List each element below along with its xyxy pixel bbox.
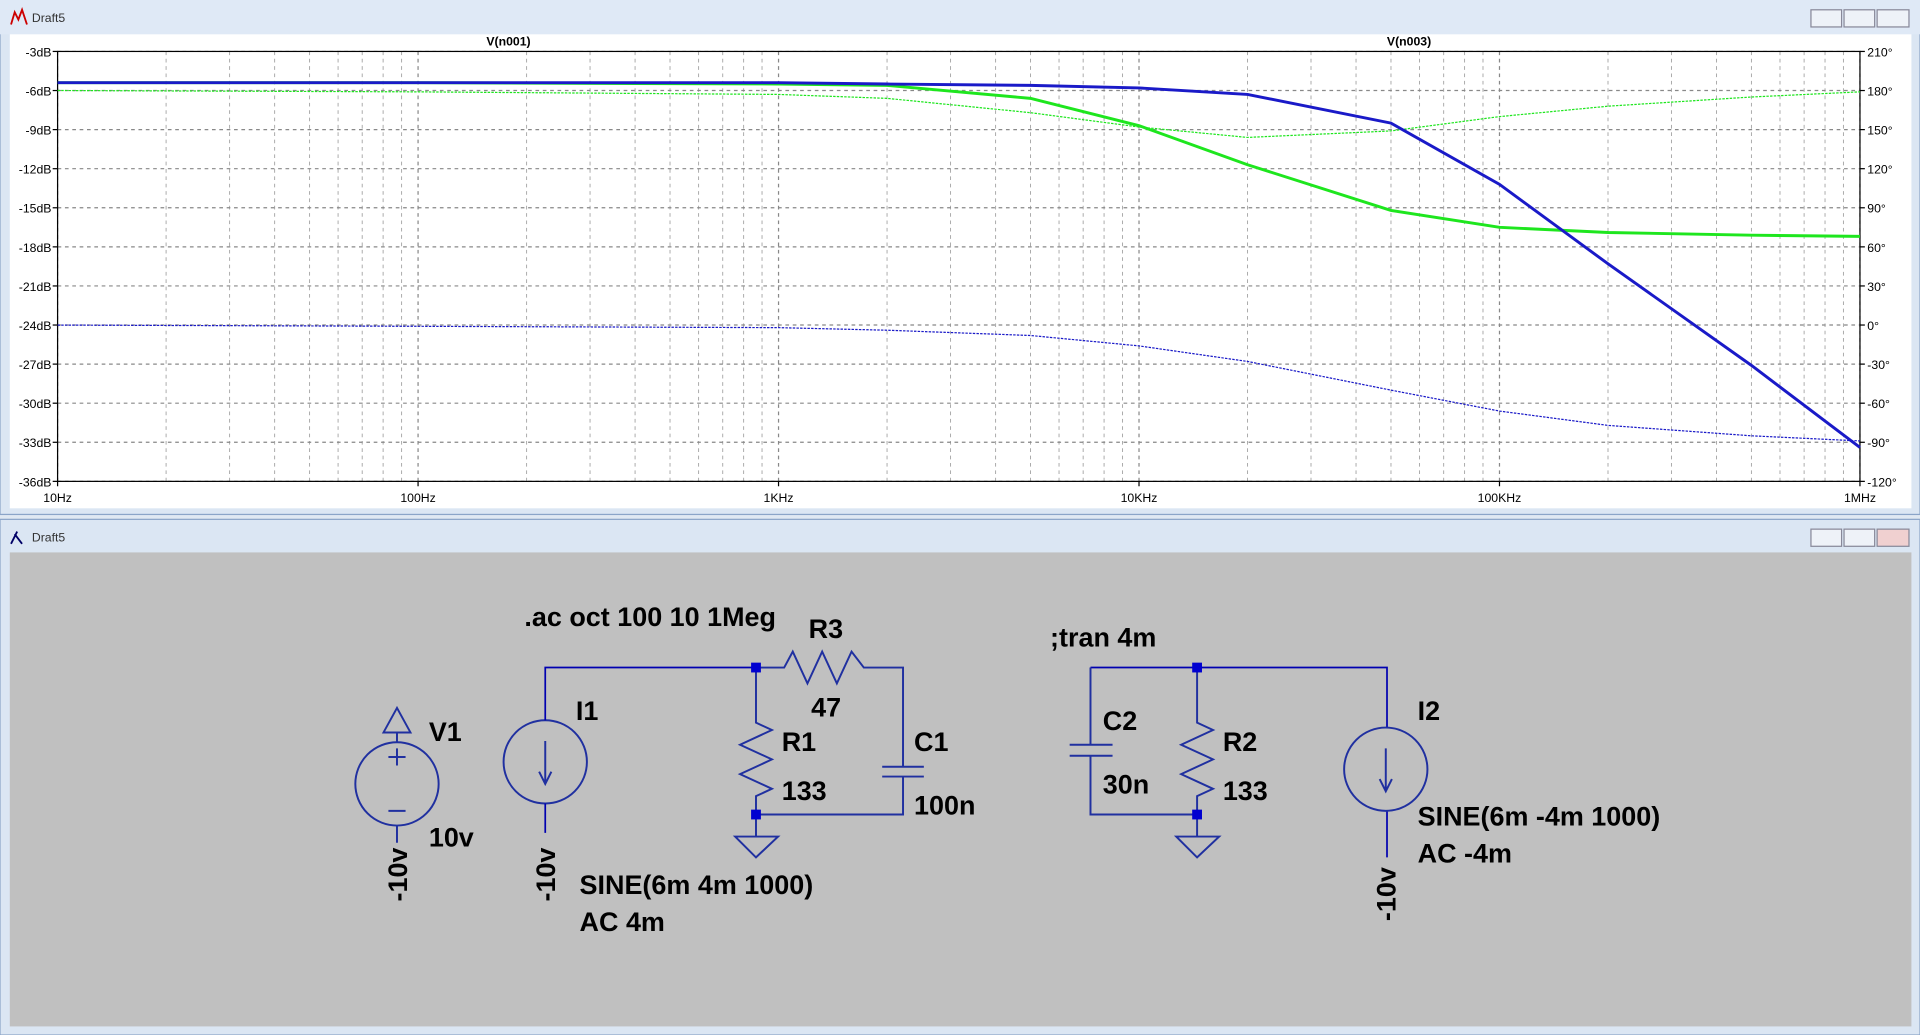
- part-value: SINE(6m 4m 1000): [580, 870, 814, 900]
- current-source: [1343, 726, 1429, 812]
- x-tick-label: 10Hz: [43, 491, 72, 505]
- x-tick-label: 100KHz: [1478, 491, 1522, 505]
- y2-tick-label: -60°: [1867, 397, 1890, 411]
- maximize-button[interactable]: [1843, 528, 1876, 547]
- y2-tick-label: 30°: [1867, 280, 1886, 294]
- net-label: -10v: [383, 848, 413, 902]
- y2-tick-label: -90°: [1867, 436, 1890, 450]
- part-ac: AC -4m: [1418, 838, 1512, 868]
- part-ac: AC 4m: [580, 907, 665, 937]
- part-name: C2: [1103, 706, 1137, 736]
- part-name: I2: [1418, 696, 1440, 726]
- minimize-button[interactable]: [1810, 528, 1843, 547]
- net-label: -10v: [531, 848, 561, 902]
- y-tick-label: -9dB: [26, 124, 52, 138]
- node: [751, 809, 761, 820]
- y2-tick-label: 60°: [1867, 241, 1886, 255]
- node: [1192, 809, 1202, 820]
- directive: ;tran 4m: [1050, 623, 1156, 653]
- phase-line: [57, 89, 1860, 139]
- c2: [1069, 667, 1198, 816]
- maximize-button[interactable]: [1843, 9, 1876, 28]
- schematic: .ac oct 100 10 1Meg ;tran 4m V1 10v -10v…: [354, 602, 1661, 937]
- legend-label: V(n003): [1387, 34, 1431, 48]
- y-tick-label: -33dB: [19, 436, 52, 450]
- part-value: 10v: [429, 822, 474, 852]
- y2-tick-label: 180°: [1867, 84, 1892, 98]
- y2-tick-label: -30°: [1867, 358, 1890, 372]
- plot-frame: [56, 50, 1861, 482]
- y-tick-label: -30dB: [19, 397, 52, 411]
- flag: [381, 705, 413, 743]
- close-button[interactable]: [1876, 528, 1910, 547]
- part-name: R2: [1223, 727, 1257, 757]
- y2-tick-label: 210°: [1867, 45, 1892, 59]
- part-value: SINE(6m -4m 1000): [1418, 802, 1661, 832]
- app-icon: [10, 7, 28, 25]
- net-label: -10v: [1372, 867, 1402, 921]
- r3-c1: [755, 649, 924, 816]
- y-tick-label: -36dB: [19, 475, 52, 489]
- y-tick-label: -24dB: [19, 319, 52, 333]
- wire: [1090, 666, 1388, 858]
- y-tick-label: -27dB: [19, 358, 52, 372]
- part-name: C1: [914, 727, 948, 757]
- part-value: 133: [782, 776, 827, 806]
- part-name: V1: [429, 717, 462, 747]
- part-name: R3: [809, 614, 843, 644]
- y-tick-label: -3dB: [26, 45, 52, 59]
- r1-ground: [732, 667, 781, 859]
- window-buttons: [1810, 9, 1910, 28]
- y2-tick-label: 150°: [1867, 124, 1892, 138]
- part-value: 100n: [914, 791, 975, 821]
- y-tick-label: -6dB: [26, 84, 52, 98]
- y2-tick-label: 90°: [1867, 202, 1886, 216]
- x-tick-label: 1KHz: [764, 491, 794, 505]
- part-value: 47: [811, 693, 841, 723]
- y-tick-label: -21dB: [19, 280, 52, 294]
- plot-pane: [9, 34, 1912, 509]
- chart: 10Hz 100Hz 1KHz 10KHz 100KHz 1MHz -3dB -6dB -9dB…: [19, 34, 1897, 505]
- legend-label: V(n001): [486, 34, 530, 48]
- source-signs: [388, 748, 406, 843]
- magnitude-line: [57, 81, 1861, 449]
- directive: .ac oct 100 10 1Meg: [524, 602, 776, 632]
- y-tick-label: -12dB: [19, 163, 52, 177]
- x-tick-label: 100Hz: [400, 491, 435, 505]
- window-buttons: [1810, 528, 1910, 547]
- app-icon: [10, 531, 23, 545]
- x-tick-label: 1MHz: [1844, 491, 1876, 505]
- node: [751, 662, 761, 673]
- wire: [544, 666, 756, 833]
- phase-line: [57, 324, 1860, 442]
- part-value: 30n: [1103, 770, 1149, 800]
- part-name: R1: [782, 727, 816, 757]
- part-value: 133: [1223, 776, 1268, 806]
- y2-tick-label: 120°: [1867, 163, 1892, 177]
- schematic-pane: [9, 552, 1912, 1027]
- title-bar: [0, 0, 1920, 35]
- close-button[interactable]: [1876, 9, 1910, 28]
- window-title: Draft5: [32, 11, 66, 25]
- window-title: Draft5: [32, 530, 66, 544]
- y-tick-label: -18dB: [19, 241, 52, 255]
- node: [1192, 662, 1202, 673]
- y-tick-label: -15dB: [19, 202, 52, 216]
- x-tick-label: 10KHz: [1121, 491, 1158, 505]
- y2-tick-label: -120°: [1867, 475, 1897, 489]
- y2-tick-label: 0°: [1867, 319, 1879, 333]
- minimize-button[interactable]: [1810, 9, 1843, 28]
- arrow: [538, 741, 553, 787]
- part-name: I1: [576, 696, 598, 726]
- arrow: [1378, 748, 1393, 794]
- r2-ground: [1173, 667, 1222, 859]
